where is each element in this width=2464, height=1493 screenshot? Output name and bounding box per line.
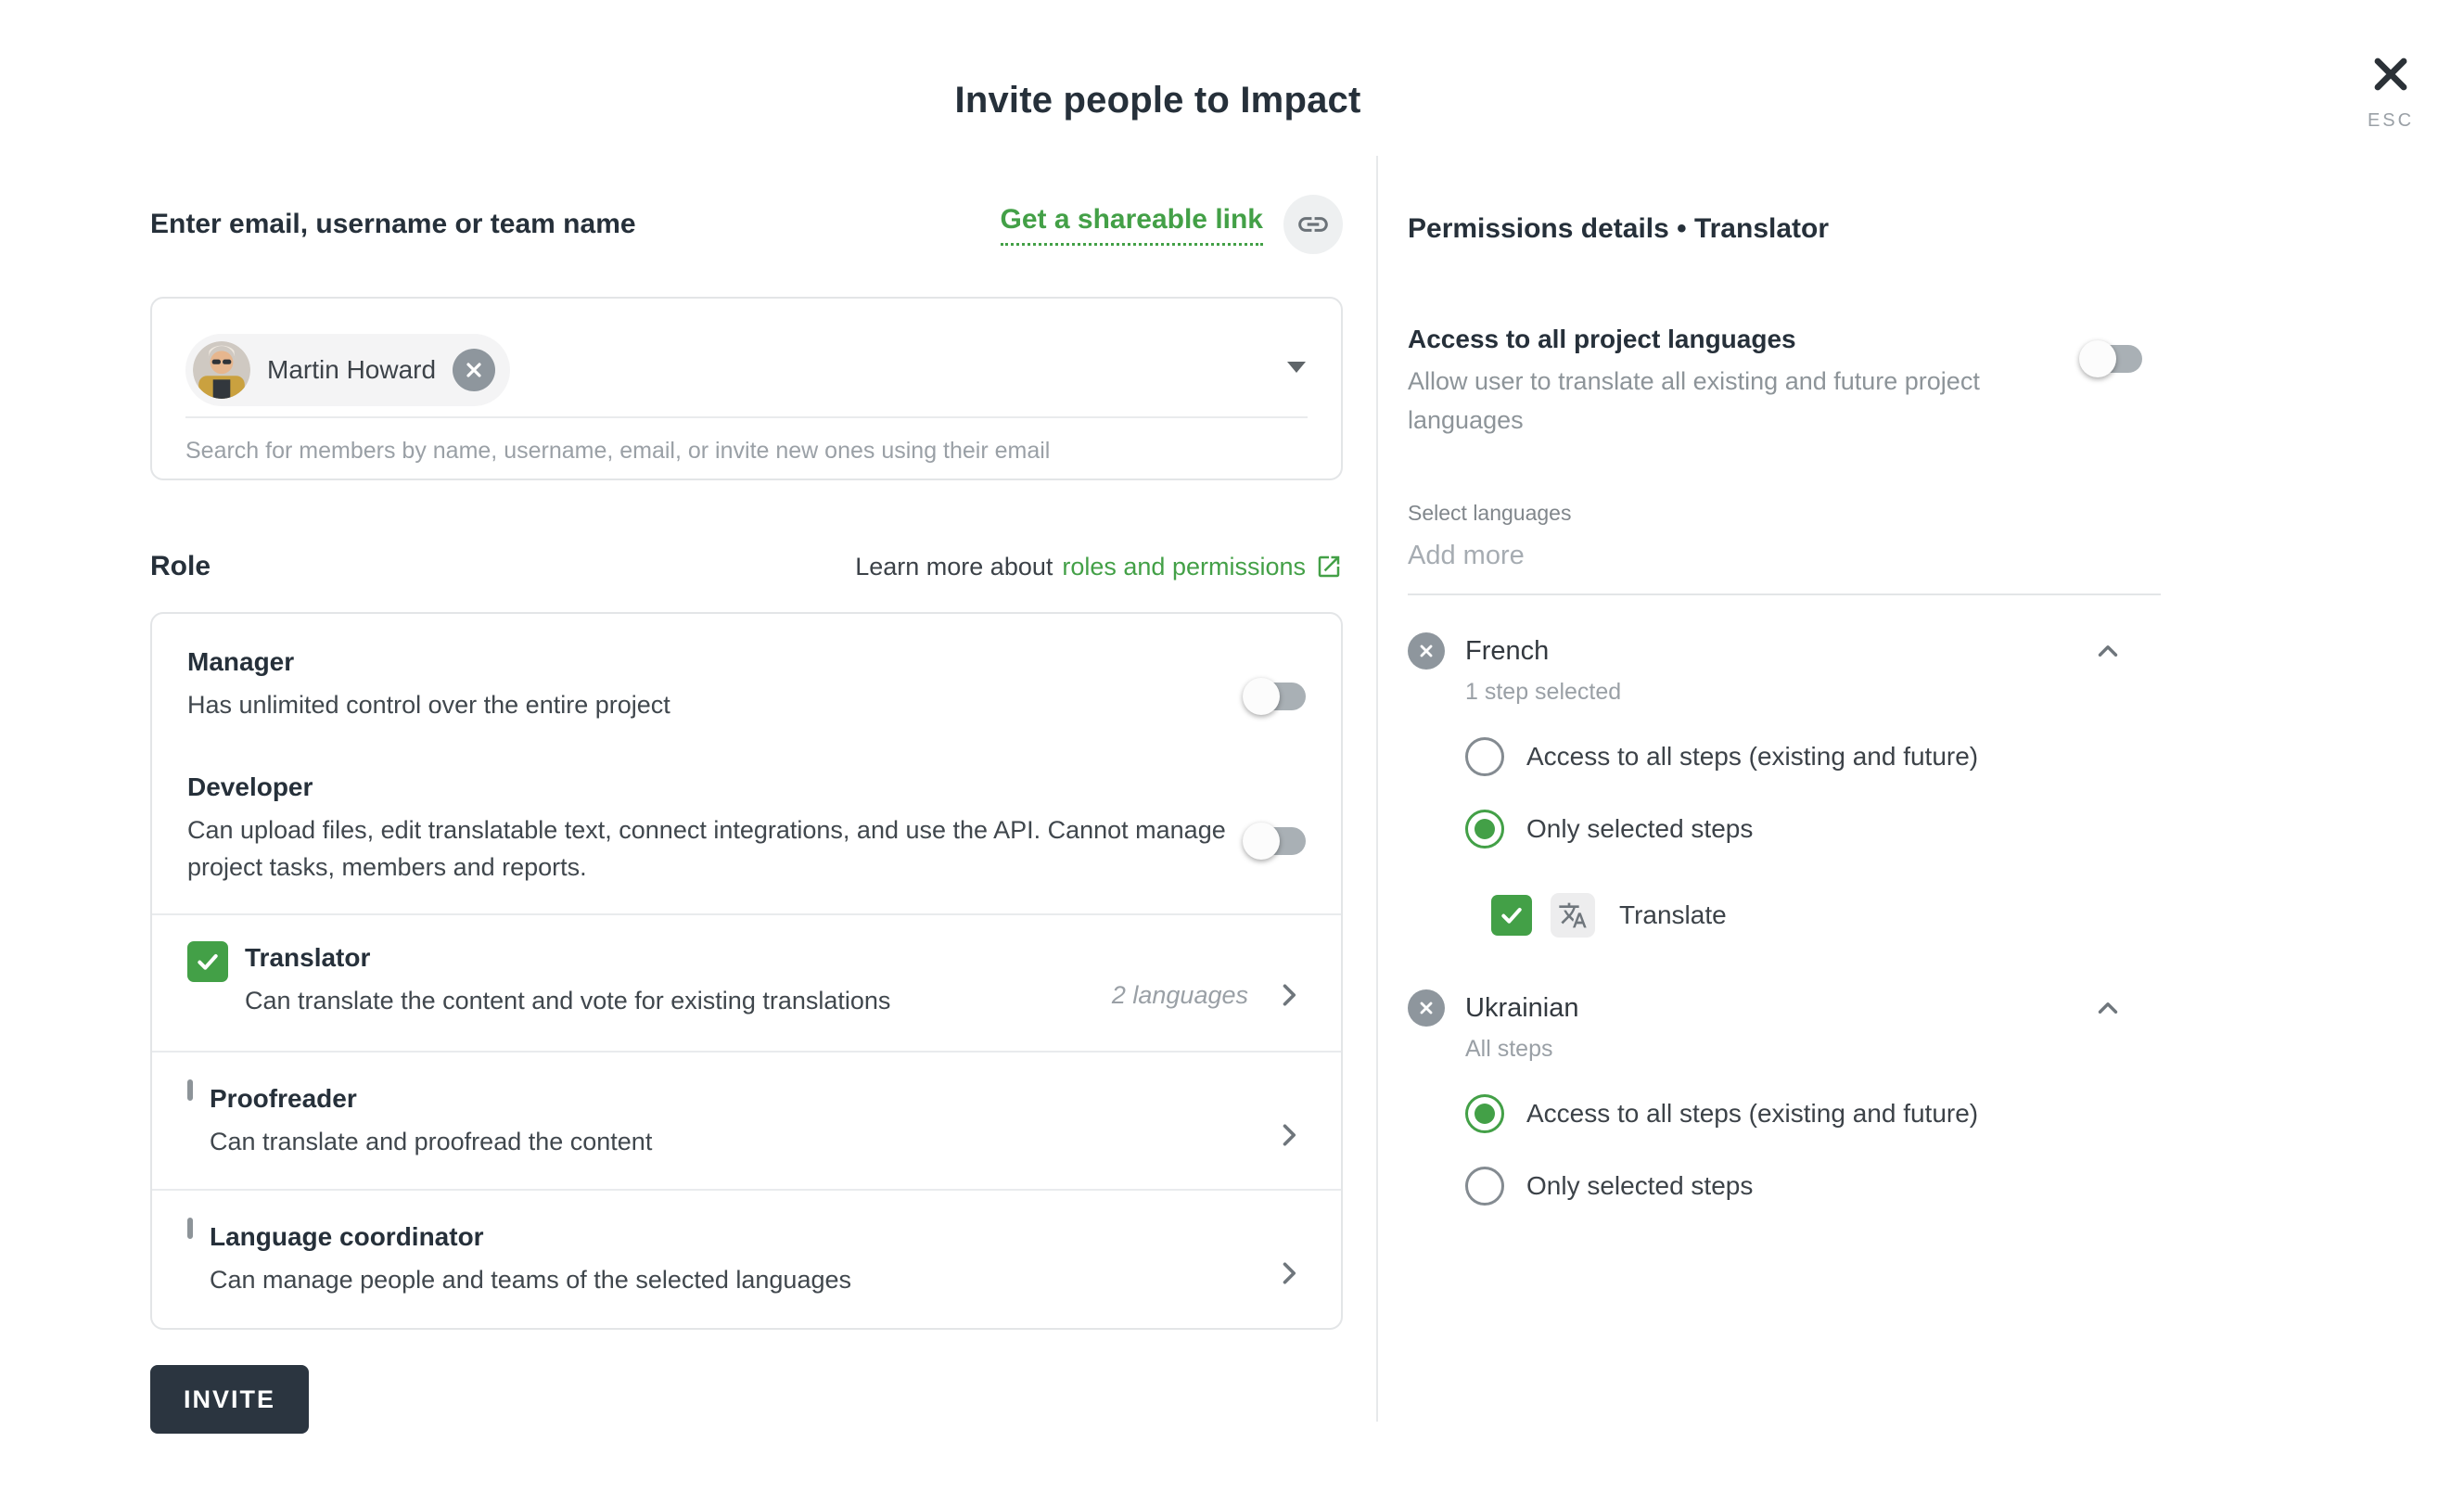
- step-translate[interactable]: Translate: [1491, 893, 2168, 938]
- roles-permissions-link[interactable]: roles and permissions: [1062, 552, 1306, 581]
- chevron-right-icon[interactable]: [1272, 978, 1306, 1012]
- language-group-french: French 1 step selected Access to all ste…: [1408, 632, 2168, 938]
- remove-member-button[interactable]: [453, 349, 496, 391]
- role-section-title: Role: [150, 551, 211, 581]
- chevron-right-icon[interactable]: [1272, 1257, 1306, 1290]
- close-icon: [1420, 1002, 1433, 1014]
- radio-unselected[interactable]: [1465, 737, 1504, 776]
- all-languages-description: Allow user to translate all existing and…: [1408, 367, 1980, 434]
- link-icon-button[interactable]: [1283, 195, 1343, 254]
- input-underline: [1408, 593, 2161, 595]
- language-name: Ukrainian: [1465, 992, 1579, 1023]
- role-row-language-coordinator[interactable]: Language coordinator Can manage people a…: [152, 1189, 1341, 1328]
- invite-button[interactable]: INVITE: [150, 1365, 310, 1434]
- esc-hint: ESC: [2367, 110, 2415, 131]
- member-search-input[interactable]: Martin Howard Search for members by name…: [150, 297, 1343, 480]
- all-languages-title: Access to all project languages: [1408, 325, 1796, 353]
- chevron-up-icon: [2098, 645, 2118, 657]
- translator-checkbox[interactable]: [187, 941, 228, 982]
- collapse-french-button[interactable]: [2092, 635, 2124, 667]
- language-status: 1 step selected: [1465, 679, 1622, 705]
- language-group-ukrainian: Ukrainian All steps Access to all steps …: [1408, 989, 2168, 1206]
- chevron-up-icon: [2098, 1002, 2118, 1014]
- role-description: Can translate and proofread the content: [210, 1128, 653, 1155]
- radio-unselected[interactable]: [1465, 1167, 1504, 1206]
- radio-selected[interactable]: [1465, 810, 1504, 849]
- permissions-title: Permissions details • Translator: [1408, 213, 1830, 244]
- option-selected-steps[interactable]: Only selected steps: [1465, 810, 2168, 849]
- member-chip[interactable]: Martin Howard: [185, 334, 511, 406]
- external-link-icon: [1318, 555, 1340, 578]
- option-selected-steps[interactable]: Only selected steps: [1465, 1167, 2168, 1206]
- close-button[interactable]: ESC: [2355, 52, 2427, 132]
- check-icon: [198, 954, 218, 970]
- close-icon: [466, 363, 481, 377]
- language-status: All steps: [1465, 1036, 1553, 1062]
- link-icon: [1298, 217, 1328, 232]
- role-row-developer: Developer Can upload files, edit transla…: [152, 748, 1341, 913]
- role-row-translator[interactable]: Translator Can translate the content and…: [152, 913, 1341, 1051]
- check-icon: [1501, 908, 1522, 924]
- collapse-ukrainian-button[interactable]: [2092, 992, 2124, 1024]
- role-description: Can upload files, edit translatable text…: [187, 816, 1226, 881]
- input-divider: [185, 416, 1308, 418]
- chevron-down-icon[interactable]: [1287, 362, 1306, 373]
- proofreader-checkbox[interactable]: [187, 1079, 193, 1101]
- role-title: Translator: [245, 943, 371, 972]
- role-title: Proofreader: [210, 1084, 357, 1113]
- role-row-proofreader[interactable]: Proofreader Can translate and proofread …: [152, 1051, 1341, 1189]
- member-chip-name: Martin Howard: [267, 355, 437, 384]
- developer-toggle[interactable]: [1243, 822, 1306, 861]
- language-name: French: [1465, 635, 1550, 666]
- remove-ukrainian-button[interactable]: [1408, 989, 1445, 1027]
- add-language-input[interactable]: Add more: [1408, 541, 1525, 570]
- role-list: Manager Has unlimited control over the e…: [150, 612, 1343, 1330]
- role-row-manager: Manager Has unlimited control over the e…: [152, 614, 1341, 748]
- member-helper-text: Search for members by name, username, em…: [185, 438, 1051, 464]
- all-languages-toggle[interactable]: [2079, 339, 2142, 378]
- select-languages-label: Select languages: [1408, 501, 1572, 525]
- close-icon: [1420, 644, 1433, 657]
- language-coordinator-checkbox[interactable]: [187, 1218, 193, 1239]
- role-description: Can translate the content and vote for e…: [245, 987, 891, 1014]
- translate-step-checkbox[interactable]: [1491, 895, 1532, 936]
- option-all-steps[interactable]: Access to all steps (existing and future…: [1465, 737, 2168, 776]
- role-description: Has unlimited control over the entire pr…: [187, 691, 670, 719]
- shareable-link[interactable]: Get a shareable link: [1000, 204, 1263, 246]
- role-title: Developer: [187, 772, 313, 801]
- close-icon[interactable]: [2368, 52, 2413, 101]
- option-all-steps[interactable]: Access to all steps (existing and future…: [1465, 1094, 2168, 1133]
- avatar: [193, 341, 250, 399]
- learn-more-text: Learn more about: [855, 552, 1053, 581]
- page-title: Invite people to Impact: [954, 80, 1361, 121]
- role-title: Manager: [187, 647, 295, 676]
- role-title: Language coordinator: [210, 1222, 484, 1251]
- role-description: Can manage people and teams of the selec…: [210, 1266, 851, 1294]
- remove-french-button[interactable]: [1408, 632, 1445, 670]
- email-section-title: Enter email, username or team name: [150, 209, 636, 239]
- radio-selected[interactable]: [1465, 1094, 1504, 1133]
- chevron-right-icon[interactable]: [1272, 1118, 1306, 1152]
- panel-divider: [1376, 156, 1378, 1422]
- translator-languages-count: 2 languages: [1111, 980, 1248, 1009]
- translate-icon: [1551, 893, 1595, 938]
- manager-toggle[interactable]: [1243, 677, 1306, 716]
